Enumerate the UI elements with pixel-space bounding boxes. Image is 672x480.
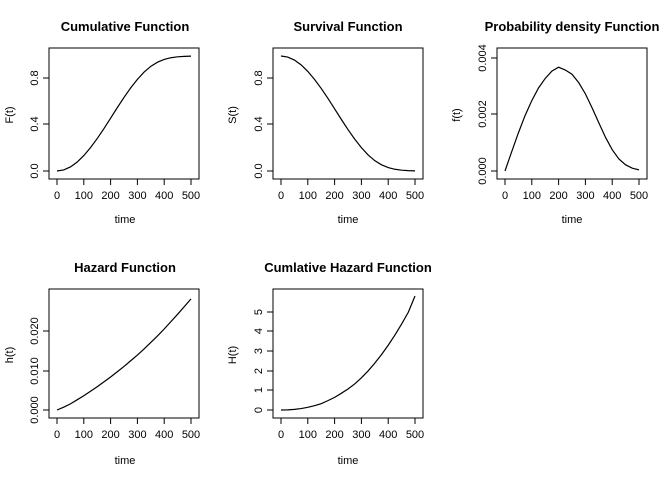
- plot-area-cumulative: 0 100 200 300 400 500 0.0 0.4 0.8: [29, 47, 200, 202]
- plot-area-cumulative-hazard: 0 100 200 300 400 500 0 1 2 3 4 5: [253, 288, 424, 441]
- y-tick-label: 3: [253, 348, 265, 354]
- y-tick-label: 0.010: [29, 357, 41, 385]
- x-tick-label: 500: [406, 190, 424, 202]
- x-tick-label: 200: [325, 429, 343, 441]
- y-tick-label: 0.000: [477, 157, 489, 185]
- panel-hazard: Hazard Function time h(t) 0 100 200 300 400 5…: [4, 260, 200, 467]
- y-tick-label: 0.4: [29, 116, 41, 131]
- y-axis-label: f(t): [451, 108, 463, 121]
- x-tick-label: 0: [54, 429, 60, 441]
- plot-area-density: 0 100 200 300 400 500 0.000 0.002 0.004: [477, 44, 648, 202]
- y-axis-label: F(t): [4, 106, 16, 123]
- series-line: [280, 55, 416, 172]
- y-tick-label: 0.8: [253, 70, 265, 85]
- y-tick-label: 1: [253, 387, 265, 393]
- y-tick-label: 0.0: [29, 163, 41, 178]
- x-tick-label: 100: [299, 190, 317, 202]
- x-tick-label: 400: [155, 190, 173, 202]
- x-axis-label: time: [115, 214, 136, 226]
- panel-survival: Survival Function time S(t) 0 100 200 300 40…: [227, 19, 424, 226]
- y-tick-label: 2: [253, 368, 265, 374]
- plot-frame: [48, 47, 200, 180]
- y-tick-label: 5: [253, 309, 265, 315]
- x-tick-label: 200: [549, 190, 567, 202]
- plot-frame: [272, 288, 424, 419]
- x-tick-label: 500: [630, 190, 648, 202]
- panel-title: Cumulative Function: [61, 19, 190, 34]
- y-tick-label: 0.8: [29, 70, 41, 85]
- y-tick-label: 0: [253, 407, 265, 413]
- x-tick-label: 0: [278, 190, 284, 202]
- x-tick-label: 300: [352, 190, 370, 202]
- y-tick-label: 4: [253, 328, 265, 334]
- plot-area-hazard: 0 100 200 300 400 500 0.000 0.010 0.020: [29, 288, 200, 441]
- x-tick-label: 300: [128, 190, 146, 202]
- x-tick-label: 0: [278, 429, 284, 441]
- x-tick-label: 500: [182, 190, 200, 202]
- plot-area-survival: 0 100 200 300 400 500 0.0 0.4 0.8: [253, 47, 424, 202]
- x-tick-label: 100: [75, 190, 93, 202]
- panel-density: Probability density Function time f(t) 0…: [451, 19, 659, 226]
- y-tick-label: 0.0: [253, 163, 265, 178]
- series-line: [504, 66, 640, 172]
- x-tick-label: 100: [75, 429, 93, 441]
- y-tick-label: 0.002: [477, 100, 489, 128]
- x-axis-label: time: [115, 455, 136, 467]
- x-tick-label: 400: [379, 429, 397, 441]
- series-line: [280, 295, 416, 411]
- x-axis-label: time: [338, 455, 359, 467]
- x-tick-label: 400: [379, 190, 397, 202]
- x-axis-label: time: [562, 214, 583, 226]
- x-tick-label: 200: [101, 190, 119, 202]
- panel-title: Probability density Function: [485, 19, 660, 34]
- plot-frame: [272, 47, 424, 180]
- x-tick-label: 100: [523, 190, 541, 202]
- x-tick-label: 200: [101, 429, 119, 441]
- x-tick-label: 0: [54, 190, 60, 202]
- x-tick-label: 0: [502, 190, 508, 202]
- series-line: [56, 298, 192, 411]
- x-tick-label: 500: [406, 429, 424, 441]
- panel-title: Hazard Function: [74, 260, 176, 275]
- y-axis-label: S(t): [227, 106, 239, 124]
- panel-cumulative: Cumulative Function time F(t) 0 100 200 300…: [4, 19, 200, 226]
- x-tick-label: 200: [325, 190, 343, 202]
- x-tick-label: 100: [299, 429, 317, 441]
- panel-title: Survival Function: [293, 19, 402, 34]
- x-tick-label: 300: [352, 429, 370, 441]
- x-tick-label: 300: [128, 429, 146, 441]
- x-tick-label: 400: [603, 190, 621, 202]
- y-tick-label: 0.020: [29, 317, 41, 345]
- x-tick-label: 400: [155, 429, 173, 441]
- panel-title: Cumlative Hazard Function: [264, 260, 432, 275]
- x-axis-label: time: [338, 214, 359, 226]
- series-line: [56, 55, 192, 172]
- x-tick-label: 300: [576, 190, 594, 202]
- x-tick-label: 500: [182, 429, 200, 441]
- y-tick-label: 0.004: [477, 44, 489, 72]
- y-axis-label: h(t): [4, 347, 16, 364]
- y-axis-label: H(t): [227, 346, 239, 364]
- plot-frame: [48, 288, 200, 419]
- y-tick-label: 0.000: [29, 396, 41, 424]
- y-tick-label: 0.4: [253, 116, 265, 131]
- panel-cumulative-hazard: Cumlative Hazard Function time H(t) 0 100…: [227, 260, 432, 467]
